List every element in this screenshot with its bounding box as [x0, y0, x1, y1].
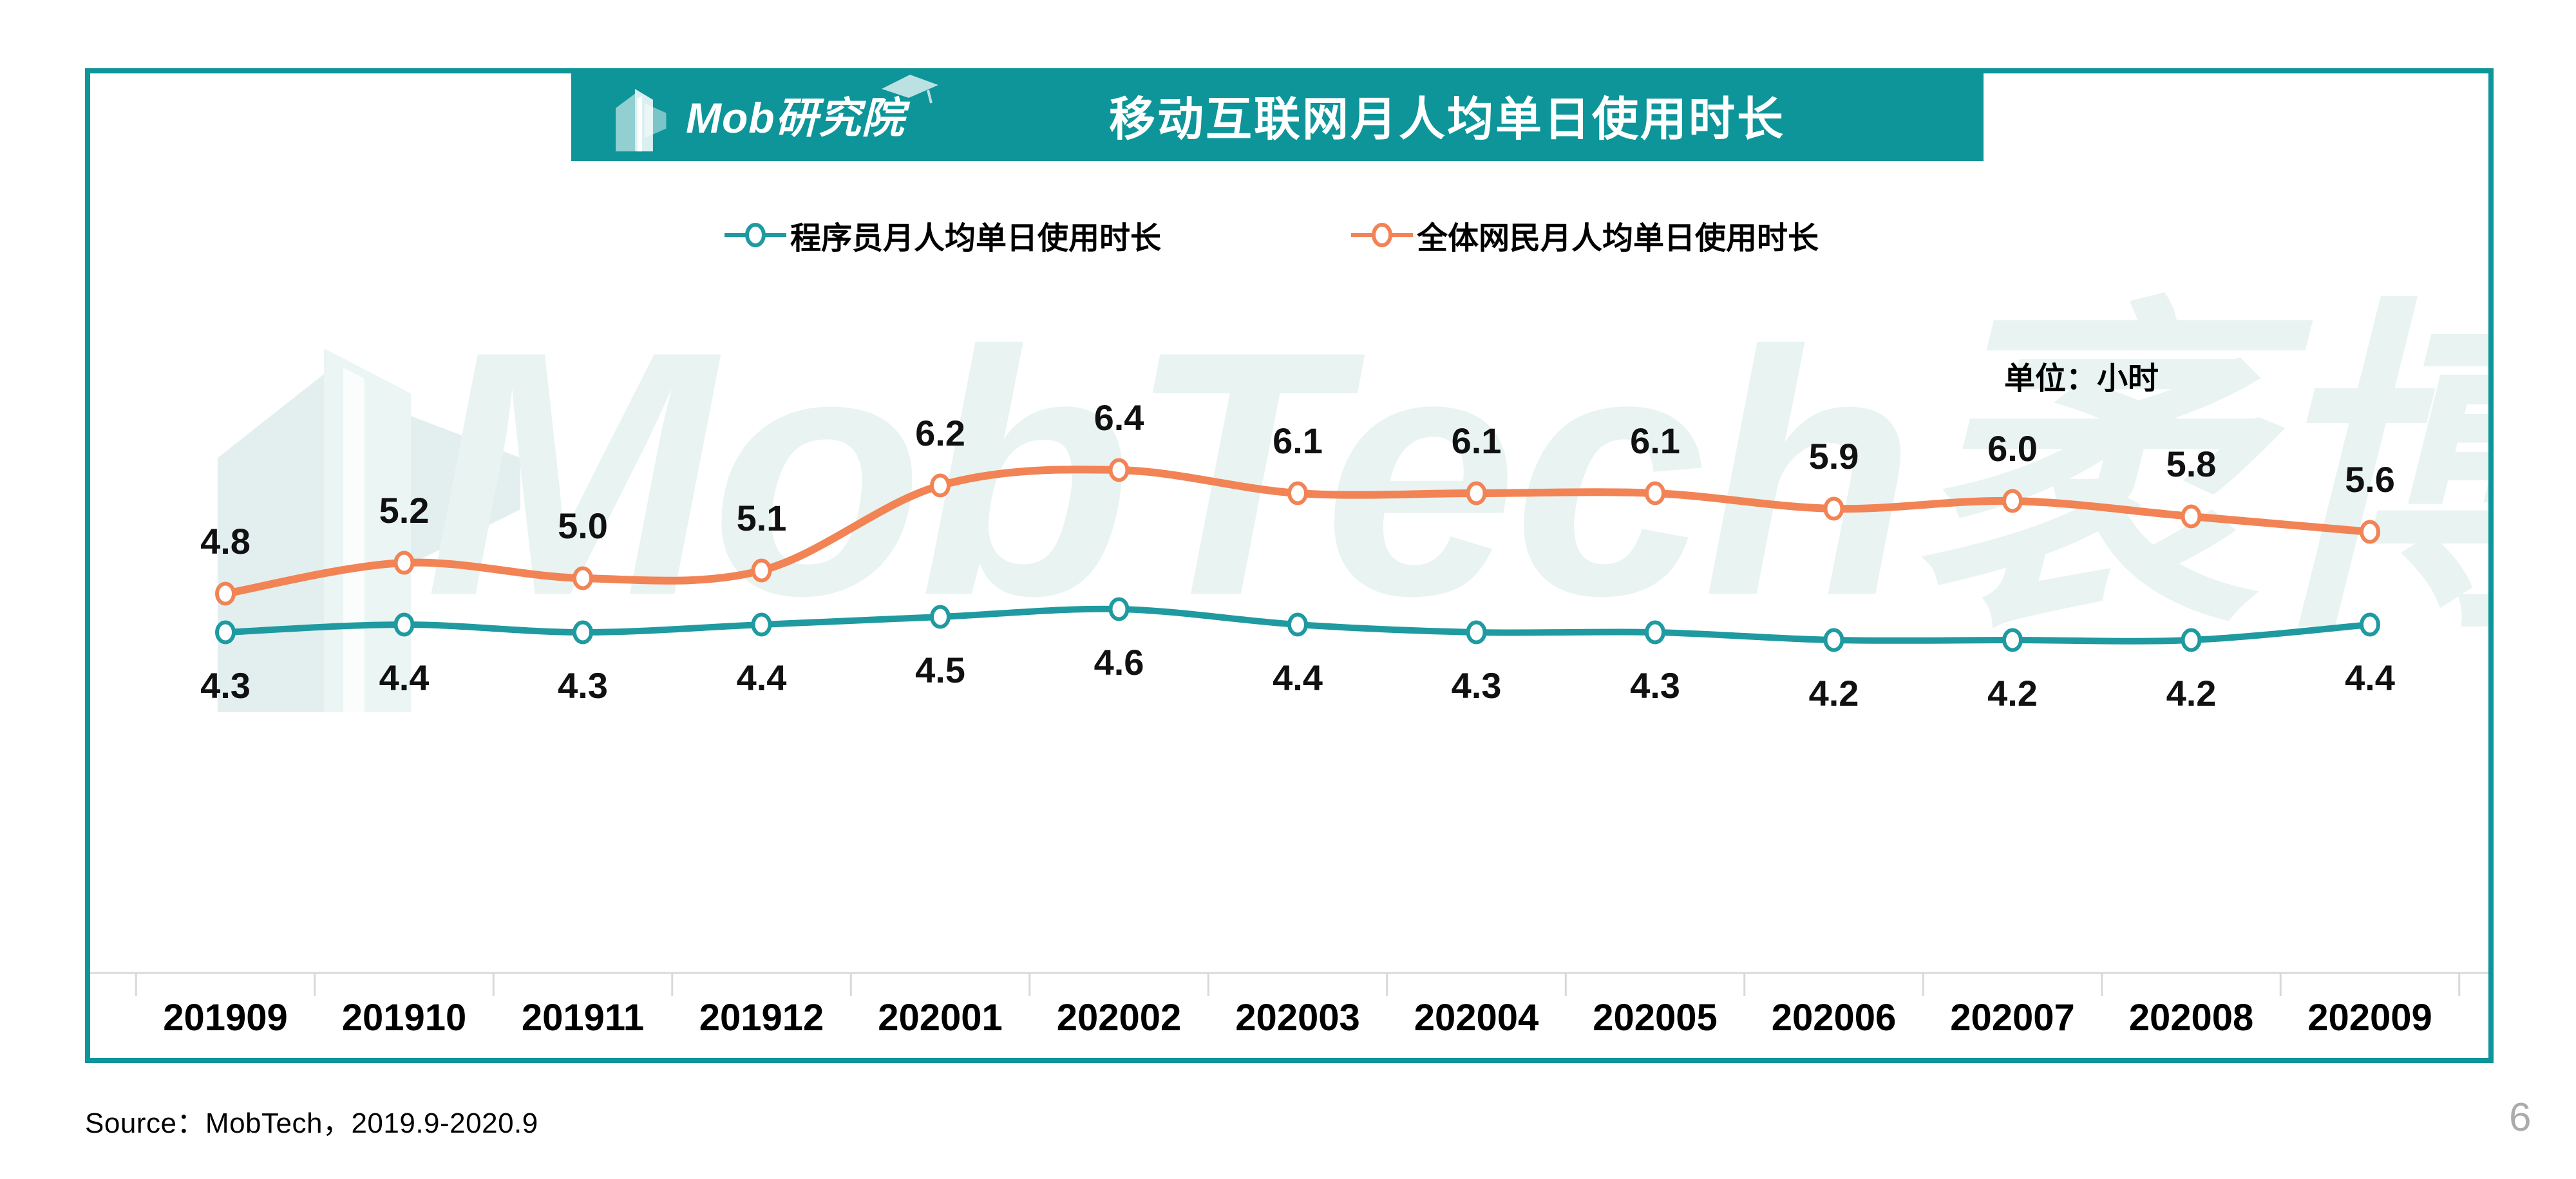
- unit-label: 单位：小时: [2004, 362, 2159, 396]
- data-label: 6.4: [1094, 397, 1144, 438]
- data-label: 5.6: [2345, 459, 2395, 500]
- data-label: 4.2: [1987, 673, 2038, 713]
- x-axis-label: 201909: [163, 997, 288, 1039]
- data-label: 6.0: [1987, 428, 2038, 469]
- data-point-marker: [2360, 520, 2380, 544]
- data-point-marker: [573, 620, 593, 645]
- data-point-marker: [215, 581, 236, 606]
- chart-title: 移动互联网月人均单日使用时长: [1109, 93, 1786, 146]
- data-label: 5.9: [1809, 436, 1859, 476]
- data-point-marker: [930, 605, 951, 629]
- data-label: 6.2: [915, 413, 965, 453]
- building-icon: [616, 89, 667, 152]
- data-point-marker: [1287, 612, 1308, 637]
- data-point-marker: [1466, 481, 1487, 505]
- legend: 程序员月人均单日使用时长 全体网民月人均单日使用时长 单位：小时: [90, 214, 2488, 396]
- data-point-marker: [1823, 628, 1844, 652]
- legend-label-programmer: 程序员月人均单日使用时长: [790, 222, 1162, 256]
- legend-item-all-netizens: 全体网民月人均单日使用时长: [1351, 214, 1819, 256]
- data-label: 4.3: [200, 665, 251, 706]
- data-point-marker: [751, 558, 772, 583]
- data-label: 4.6: [1094, 642, 1144, 683]
- x-axis-label: 202004: [1414, 997, 1539, 1039]
- graduation-cap-icon: [882, 75, 938, 104]
- data-label: 6.1: [1273, 420, 1323, 461]
- watermark-text: MobTech袤博: [425, 279, 2488, 668]
- x-axis-label: 202002: [1057, 997, 1182, 1039]
- source-note: Source：MobTech，2019.9-2020.9: [85, 1108, 538, 1139]
- x-axis-label: 201912: [699, 997, 824, 1039]
- data-point-marker: [1108, 597, 1130, 621]
- data-point-marker: [1823, 496, 1844, 521]
- data-point-marker: [2002, 489, 2023, 513]
- data-label: 4.8: [200, 521, 251, 561]
- data-point-marker: [393, 612, 415, 637]
- data-point-marker: [573, 566, 593, 590]
- data-point-marker: [1108, 458, 1130, 482]
- data-point-marker: [1645, 481, 1665, 505]
- x-axis-label: 202005: [1593, 997, 1718, 1039]
- data-label: 4.3: [1630, 665, 1680, 706]
- data-label: 4.4: [737, 657, 787, 698]
- data-label: 6.1: [1452, 420, 1502, 461]
- data-label: 4.4: [1273, 657, 1323, 698]
- data-label: 4.5: [915, 650, 965, 690]
- legend-item-programmer: 程序员月人均单日使用时长: [724, 214, 1161, 256]
- data-label: 4.2: [1809, 673, 1859, 713]
- data-point-marker: [2181, 628, 2202, 652]
- x-axis-label: 202006: [1772, 997, 1897, 1039]
- mob-logo: Mob研究院: [607, 68, 938, 161]
- data-label: 5.0: [558, 505, 608, 546]
- data-label: 5.2: [379, 490, 430, 531]
- data-label: 5.1: [737, 498, 787, 538]
- x-axis-label: 202003: [1235, 997, 1360, 1039]
- data-point-marker: [1466, 620, 1487, 645]
- legend-label-all-netizens: 全体网民月人均单日使用时长: [1417, 222, 1819, 256]
- data-point-marker: [751, 612, 772, 637]
- data-label: 4.3: [1452, 665, 1502, 706]
- logo-text: Mob研究院: [686, 94, 905, 142]
- x-axis-label: 201910: [342, 997, 467, 1039]
- x-axis-label: 202001: [878, 997, 1003, 1039]
- x-axis-label: 202009: [2307, 997, 2432, 1039]
- data-point-marker: [1287, 481, 1308, 505]
- legend-marker-programmer: [724, 223, 786, 247]
- legend-marker-all-netizens: [1351, 223, 1413, 247]
- x-axis-label: 202007: [1950, 997, 2075, 1039]
- header-band: Mob研究院 移动互联网月人均单日使用时长: [571, 68, 1984, 161]
- data-label: 4.2: [2166, 673, 2217, 713]
- data-point-marker: [930, 473, 951, 498]
- data-label: 5.8: [2166, 444, 2217, 484]
- chart-card: MobTech袤博 201909 201910 201911 201912 202001…: [85, 68, 2494, 1063]
- data-point-marker: [1645, 620, 1665, 645]
- data-label: 4.4: [379, 657, 430, 698]
- x-axis-label: 202008: [2129, 997, 2254, 1039]
- data-point-marker: [2002, 628, 2023, 652]
- line-chart: 201909 201910 201911 201912 202001 202002 2020…: [90, 397, 2488, 1039]
- data-label: 6.1: [1630, 420, 1680, 461]
- data-point-marker: [215, 620, 236, 645]
- x-axis-label: 201911: [522, 997, 644, 1039]
- data-point-marker: [393, 551, 415, 575]
- data-label: 4.4: [2345, 657, 2395, 698]
- page-number: 6: [2509, 1095, 2532, 1140]
- data-label: 4.3: [558, 665, 608, 706]
- data-point-marker: [2181, 504, 2202, 529]
- data-point-marker: [2360, 612, 2380, 637]
